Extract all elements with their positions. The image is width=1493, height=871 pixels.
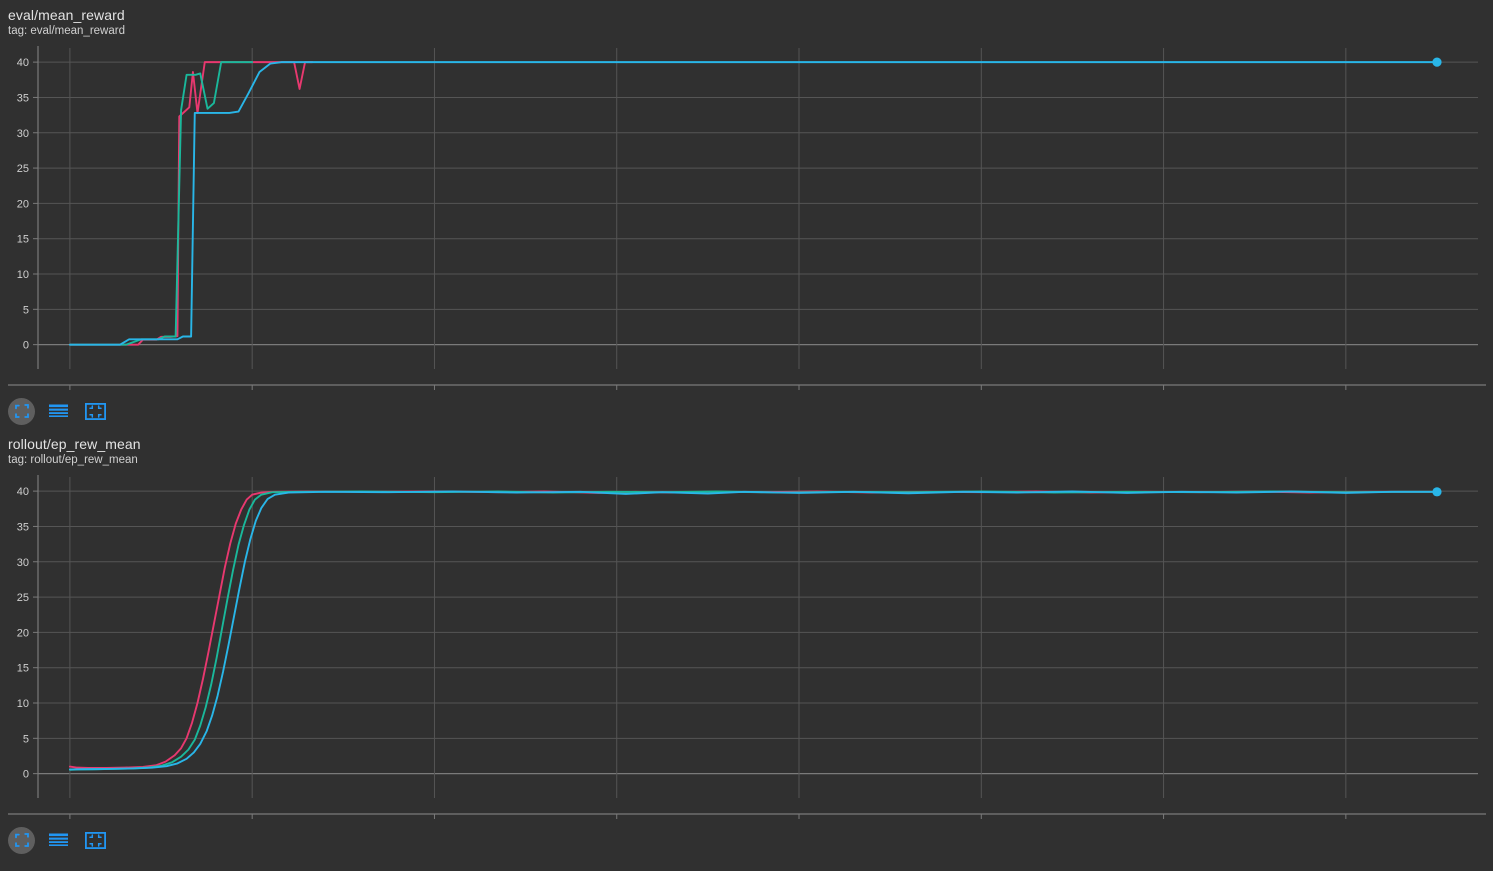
svg-text:35: 35: [17, 92, 29, 104]
svg-text:35: 35: [17, 521, 29, 533]
tooltip-sorting-icon[interactable]: [45, 827, 72, 854]
svg-text:5: 5: [23, 304, 29, 316]
svg-text:25: 25: [17, 163, 29, 175]
card-header: rollout/ep_rew_mean tag: rollout/ep_rew_…: [0, 429, 1493, 467]
card-header: eval/mean_reward tag: eval/mean_reward: [0, 0, 1493, 38]
scalar-card-eval-mean-reward: eval/mean_reward tag: eval/mean_reward 0…: [0, 0, 1493, 429]
svg-text:5: 5: [23, 733, 29, 745]
svg-text:20: 20: [17, 198, 29, 210]
line-chart-rollout-ep-rew-mean[interactable]: 05101520253035400200k400k600k800k1M1.2M1…: [0, 467, 1493, 820]
svg-text:0: 0: [23, 340, 29, 352]
card-tag: tag: eval/mean_reward: [8, 25, 125, 37]
svg-text:15: 15: [17, 663, 29, 675]
card-title: eval/mean_reward: [8, 7, 125, 23]
svg-text:30: 30: [17, 128, 29, 140]
svg-text:0: 0: [23, 769, 29, 781]
svg-text:20: 20: [17, 627, 29, 639]
card-tag: tag: rollout/ep_rew_mean: [8, 454, 138, 466]
card-title: rollout/ep_rew_mean: [8, 436, 141, 452]
expand-chart-icon[interactable]: [82, 398, 109, 425]
svg-text:40: 40: [17, 486, 29, 498]
chart-toolbar-1: [0, 820, 1493, 858]
plot-area-eval-mean-reward[interactable]: 05101520253035400200k400k600k800k1M1.2M1…: [0, 38, 1493, 391]
svg-text:25: 25: [17, 592, 29, 604]
svg-text:10: 10: [17, 698, 29, 710]
chart-toolbar-0: [0, 391, 1493, 429]
line-chart-eval-mean-reward[interactable]: 05101520253035400200k400k600k800k1M1.2M1…: [0, 38, 1493, 391]
fit-domain-icon[interactable]: [8, 826, 35, 854]
scalar-card-rollout-ep-rew-mean: rollout/ep_rew_mean tag: rollout/ep_rew_…: [0, 429, 1493, 858]
fit-domain-icon[interactable]: [8, 397, 35, 425]
svg-text:30: 30: [17, 557, 29, 569]
plot-area-rollout-ep-rew-mean[interactable]: 05101520253035400200k400k600k800k1M1.2M1…: [0, 467, 1493, 820]
svg-text:10: 10: [17, 269, 29, 281]
expand-chart-icon[interactable]: [82, 827, 109, 854]
svg-text:15: 15: [17, 234, 29, 246]
svg-text:40: 40: [17, 57, 29, 69]
tooltip-sorting-icon[interactable]: [45, 398, 72, 425]
